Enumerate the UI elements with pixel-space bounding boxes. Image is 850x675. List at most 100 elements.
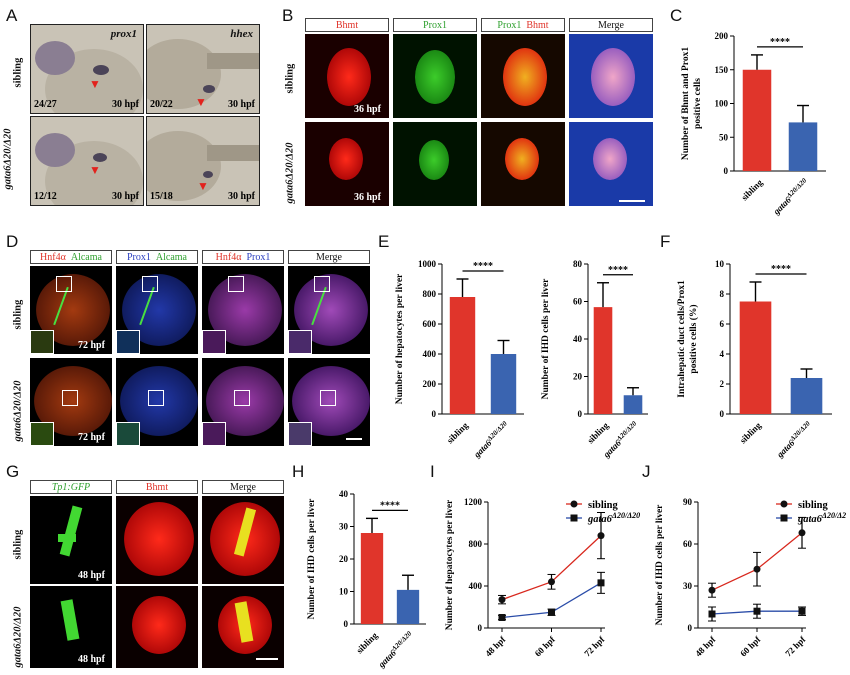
header-merge: Merge [288,250,370,264]
bar-chart-c: 0 50 100 150 200 Number of Bhmt and Prox1 posi… [681,31,826,217]
data-point [798,529,806,537]
stage-label: 36 hpf [354,192,381,203]
data-point [708,586,716,594]
legend-marker [570,500,578,508]
row-label-mutant: gata6Δ20/Δ20 [12,380,24,442]
micrograph-hnf4a-prox1-mutant [202,358,284,446]
micrograph-bhmt-mutant [116,586,198,668]
significance-label: **** [608,265,628,276]
data-point [597,532,605,540]
legend-label: sibling [588,500,619,511]
header-hnf4a-prox1: Hnf4α Prox1 [202,250,284,264]
bar-chart-e-ihd: 0 20 40 60 80 Number of IHD cells per liver si… [541,259,648,460]
y-tick-label: 200 [423,379,437,389]
y-axis-label: Number of IHD cells per liver [655,504,665,626]
significance-label: **** [380,500,400,511]
header-prox1-bhmt: Prox1 Bhmt [481,18,565,32]
micrograph-merge-sibling [569,34,653,118]
y-tick-label: 400 [469,581,483,591]
y-tick-label: 4 [720,349,725,359]
embryo-image-mutant-hhex: ▼ 15/18 30 hpf [146,116,260,206]
panel-label-j: J [642,462,651,481]
y-tick-label: 60 [573,297,583,307]
y-tick-label: 10 [715,259,725,269]
row-label-sibling: sibling [12,299,24,330]
y-axis-label: Number of IHD cells per liver [541,278,551,400]
y-tick-label: 600 [423,319,437,329]
y-tick-label: 40 [573,334,583,344]
arrowhead-icon: ▼ [89,163,101,177]
bar-chart-h: 0 10 20 30 40 Number of IHD cells per liver si… [307,489,426,670]
bar [490,354,517,414]
data-point [597,579,605,587]
significance-label: **** [771,264,791,275]
x-tick-label: sibling [739,177,764,202]
header-hnf4a-alcama: Hnf4α Alcama [30,250,112,264]
x-tick-label: 72 hpf [783,634,808,659]
y-tick-label: 30 [683,581,693,591]
data-point [753,607,761,615]
bar [739,301,772,414]
y-tick-label: 0 [688,623,693,633]
series-line [501,535,602,601]
micrograph-gfp-mutant [30,586,112,668]
data-point [498,596,506,604]
y-tick-label: 20 [573,372,583,382]
y-axis-label: Number of hepatocytes per liver [445,499,455,630]
stage-label: 36 hpf [354,104,381,115]
col-title-prox1: prox1 [110,28,137,40]
count-label: 20/22 [150,99,173,110]
count-label: 12/12 [34,191,57,202]
micrograph-merge-mutant [202,586,284,668]
row-label-sibling: sibling [284,63,296,94]
micrograph-overlay-sibling [481,34,565,118]
x-tick-label: gata6Δ20/Δ20 [470,419,511,460]
micrograph-prox1-alcama-sibling [116,266,198,354]
bar [360,533,384,624]
legend-marker [570,514,578,522]
x-tick-label: 48 hpf [693,634,718,659]
data-point [548,578,555,586]
micrograph-bhmt-sibling [116,496,198,584]
micrograph-gfp-sibling [30,496,112,584]
row-label-sibling: sibling [12,529,24,560]
line-chart-j: 0 30 60 90 Number of IHD cells per liver 48 h… [655,497,846,659]
y-tick-label: 800 [423,289,437,299]
y-tick-label: 30 [339,522,349,532]
stage-label: 30 hpf [228,99,255,110]
panel-label-h: H [292,462,305,481]
bar [623,395,643,414]
header-merge: Merge [202,480,284,494]
header-merge: Merge [569,18,653,32]
y-tick-label: 40 [339,489,349,499]
x-tick-label: sibling [585,420,610,445]
significance-label: **** [770,37,790,48]
panel-label-b: B [282,6,294,25]
count-label: 24/27 [34,99,57,110]
y-tick-label: 100 [715,99,729,109]
panel-label-a: A [6,6,18,25]
y-tick-label: 800 [469,539,483,549]
y-tick-label: 1200 [464,497,483,507]
legend-label: gata6Δ20/Δ20 [587,511,640,525]
x-tick-label: 72 hpf [582,634,607,659]
y-axis-label: Intrahepatic duct cells/Prox1 [677,280,687,398]
y-tick-label: 2 [720,379,725,389]
arrowhead-icon: ▼ [197,179,209,193]
significance-label: **** [473,261,493,272]
panel-label-e: E [378,232,390,251]
data-point [708,610,716,618]
bar [396,589,420,624]
micrograph-merge-sibling [288,266,370,354]
legend-label: gata6Δ20/Δ20 [797,511,846,525]
y-tick-label: 60 [683,539,693,549]
micrograph-bhmt-sibling [305,34,389,118]
data-point [753,565,761,573]
x-tick-label: gata6Δ20/Δ20 [375,629,416,670]
bar [449,297,476,414]
bar [593,307,613,414]
y-axis-label: positive cells [693,78,703,129]
stage-label: 48 hpf [78,570,105,581]
micrograph-prox1-alcama-mutant [116,358,198,446]
stage-label: 30 hpf [112,99,139,110]
